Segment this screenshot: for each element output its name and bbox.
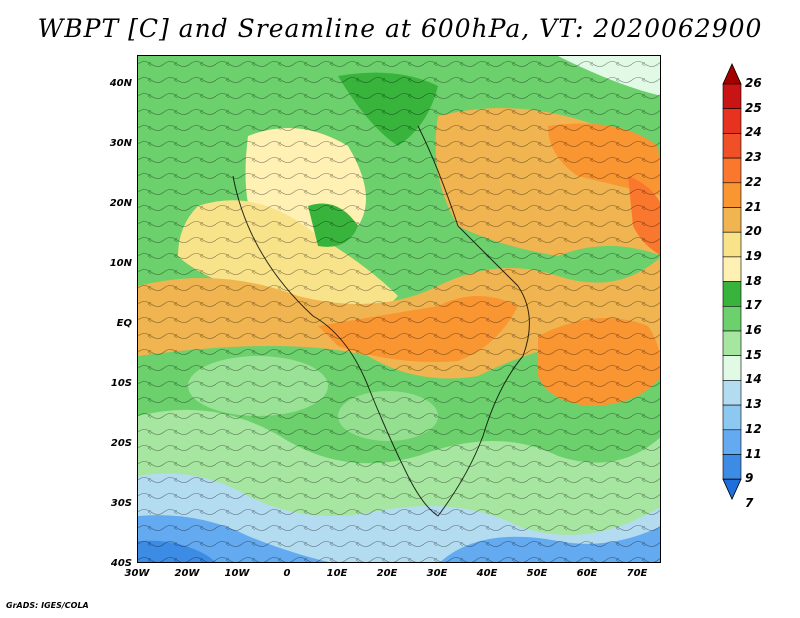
colorbar-label: 16 <box>745 323 762 337</box>
x-axis-label: 30E <box>426 568 448 579</box>
colorbar-label: 22 <box>745 174 762 189</box>
colorbar-label: 14 <box>745 372 762 387</box>
colorbar-segment <box>722 429 742 455</box>
colorbar-label: 19 <box>745 248 762 263</box>
colorbar-label: 24 <box>745 125 762 140</box>
colorbar-segment <box>722 355 742 381</box>
colorbar-segment <box>722 83 742 110</box>
colorbar-segment <box>722 380 742 406</box>
y-axis-label: EQ <box>116 318 132 329</box>
colorbar-segment <box>722 281 742 307</box>
y-axis-label: 20N <box>109 198 132 209</box>
colorbar-label: 26 <box>745 76 762 90</box>
colorbar-label: 13 <box>745 397 762 412</box>
colorbar-label: 21 <box>745 199 762 214</box>
colorbar-label: 23 <box>745 150 762 165</box>
colorbar-label: 20 <box>745 224 762 239</box>
colorbar-segment <box>722 133 742 159</box>
x-axis-label: 70E <box>626 568 648 579</box>
colorbar-segment <box>722 306 742 332</box>
colorbar-segment <box>722 231 742 258</box>
colorbar-label: 25 <box>745 100 762 115</box>
chart-title: WBPT [C] and Sreamline at 600hPa, VT: 20… <box>37 14 763 43</box>
x-axis-label: 10W <box>224 568 250 579</box>
colorbar-segment <box>722 157 742 184</box>
colorbar-label: 12 <box>745 421 762 436</box>
colorbar-label: 17 <box>745 298 762 313</box>
colorbar-min-arrow <box>722 478 742 501</box>
colorbar-segment <box>722 108 742 134</box>
x-axis-label: 40E <box>476 568 498 579</box>
colorbar-segment <box>722 256 742 282</box>
x-axis-label: 60E <box>576 568 598 579</box>
y-axis-label: 30S <box>110 498 132 509</box>
colorbar-label: 7 <box>745 495 754 510</box>
colorbar <box>722 63 742 501</box>
x-axis-label: 20W <box>174 568 200 579</box>
x-axis-label: 20E <box>376 568 398 579</box>
colorbar-segment <box>722 207 742 233</box>
x-axis-label: 50E <box>526 568 548 579</box>
y-axis-label: 10S <box>110 378 132 389</box>
x-axis-label: 10E <box>326 568 348 579</box>
colorbar-max-arrow <box>722 63 742 85</box>
colorbar-segment <box>722 182 742 208</box>
x-axis-label: 0 <box>283 568 291 579</box>
x-axis-label: 30W <box>124 568 150 579</box>
y-axis-label: 30N <box>109 138 132 149</box>
map-panel <box>137 55 661 563</box>
wbpt-field <box>138 56 660 562</box>
colorbar-label: 15 <box>745 347 762 362</box>
y-axis-label: 10N <box>109 258 132 269</box>
colorbar-segment <box>722 404 742 431</box>
colorbar-label: 9 <box>745 471 754 486</box>
y-axis-label: 40N <box>109 78 132 89</box>
y-axis-label: 20S <box>110 438 132 449</box>
colorbar-label: 11 <box>745 446 762 461</box>
colorbar-segment <box>722 454 742 480</box>
credit-text: GrADS: IGES/COLA <box>6 601 89 610</box>
colorbar-segment <box>722 330 742 357</box>
colorbar-label: 18 <box>745 273 762 288</box>
y-axis-label: 40S <box>110 558 132 569</box>
